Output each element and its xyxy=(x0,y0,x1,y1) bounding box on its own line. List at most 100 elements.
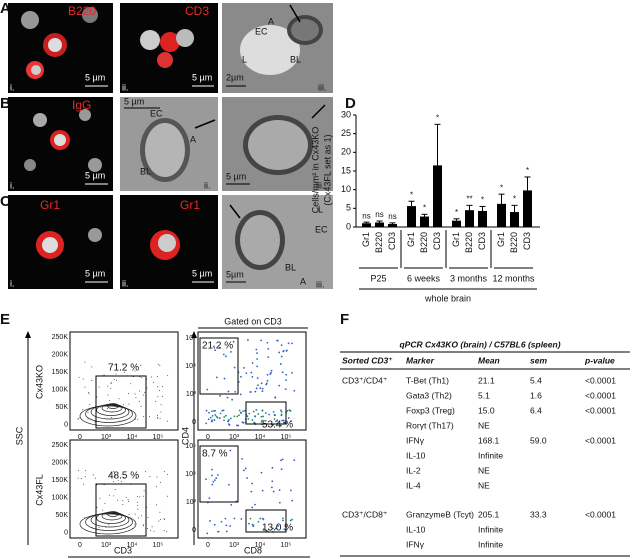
event xyxy=(289,410,292,412)
event xyxy=(260,382,263,385)
table-cell: <0.0001 xyxy=(585,509,616,519)
event xyxy=(113,495,115,497)
event xyxy=(80,477,82,479)
table-cell: 21.1 xyxy=(478,375,495,385)
event xyxy=(228,418,230,421)
event xyxy=(260,471,263,474)
event xyxy=(102,509,104,511)
event xyxy=(109,474,111,476)
arrowhead xyxy=(25,331,31,338)
group-label: 6 weeks xyxy=(407,273,441,283)
event xyxy=(98,526,100,528)
event xyxy=(281,419,283,422)
event xyxy=(215,376,218,379)
event xyxy=(134,370,136,372)
contour xyxy=(85,513,133,531)
significance: * xyxy=(500,183,503,192)
bar xyxy=(497,203,506,227)
event xyxy=(214,414,217,416)
event xyxy=(78,376,80,378)
event xyxy=(247,418,250,420)
event xyxy=(96,396,98,398)
scale-label: 2µm xyxy=(226,72,244,82)
event xyxy=(232,340,235,343)
table-cell: GranzymeB (Tcyt) xyxy=(406,509,474,519)
gate xyxy=(199,337,239,395)
image-index: ii. xyxy=(122,278,129,288)
y-tick-label: 0 xyxy=(192,419,196,426)
event xyxy=(211,483,214,486)
event xyxy=(242,410,244,413)
table-cell: 5.4 xyxy=(530,375,542,385)
x-tick-label: Gr1 xyxy=(451,232,461,247)
group-label: whole brain xyxy=(424,293,471,303)
x-tick-label: 10⁴ xyxy=(127,434,138,441)
event xyxy=(283,528,286,531)
event xyxy=(280,459,282,462)
event xyxy=(159,511,161,513)
y-tick-label: 10⁴ xyxy=(185,363,196,370)
event xyxy=(149,415,151,417)
event xyxy=(215,477,218,479)
event xyxy=(227,420,229,423)
event xyxy=(144,391,146,393)
y-axis-label: (Cx43FL set as 1) xyxy=(322,134,332,205)
event xyxy=(160,404,162,406)
event xyxy=(82,378,84,380)
event xyxy=(128,514,130,516)
event xyxy=(244,409,246,412)
event xyxy=(290,420,293,423)
em-label: A xyxy=(190,134,196,144)
event xyxy=(114,488,116,490)
event xyxy=(141,377,143,379)
event xyxy=(162,386,164,388)
image-index: i. xyxy=(10,82,15,92)
event xyxy=(113,470,115,472)
genotype-label: Cx43FL xyxy=(34,474,44,506)
x-tick-label: 0 xyxy=(206,542,210,549)
table-cell: 6.4 xyxy=(530,405,542,415)
event xyxy=(85,470,87,472)
event xyxy=(89,404,91,406)
event xyxy=(213,419,216,421)
x-tick-label: B220 xyxy=(419,232,429,253)
y-tick-label: 10⁴ xyxy=(185,471,196,478)
event xyxy=(122,504,124,506)
event xyxy=(280,414,283,417)
event xyxy=(282,349,285,352)
event xyxy=(234,390,237,393)
event xyxy=(147,516,149,518)
event xyxy=(94,421,96,423)
table-cell: IL-10 xyxy=(406,450,426,460)
event xyxy=(166,531,168,533)
event xyxy=(159,417,161,419)
event xyxy=(250,371,253,374)
event xyxy=(251,506,254,509)
x-tick-label: 10⁴ xyxy=(255,542,266,549)
event xyxy=(220,520,223,523)
event xyxy=(107,385,109,387)
event xyxy=(256,358,259,360)
event xyxy=(259,387,262,390)
x-tick-label: CD3 xyxy=(387,232,397,250)
event xyxy=(219,346,221,349)
event xyxy=(125,496,127,498)
event xyxy=(266,341,269,344)
scale-label: 5 µm xyxy=(124,96,144,106)
table-cell: NE xyxy=(478,465,490,475)
event xyxy=(134,418,136,420)
event xyxy=(123,477,125,479)
y-tick-label: 100K xyxy=(52,494,69,501)
event xyxy=(281,371,284,374)
significance: * xyxy=(436,113,439,122)
event xyxy=(137,508,139,510)
event xyxy=(139,376,141,378)
y-axis-label: CD4 xyxy=(180,427,190,445)
em-label: BL xyxy=(285,262,296,272)
event xyxy=(149,475,151,477)
plot-frame xyxy=(197,439,307,539)
y-tick-label: 10 xyxy=(341,184,351,194)
event xyxy=(116,522,118,524)
y-tick-label: 250K xyxy=(52,334,69,341)
event xyxy=(205,422,208,425)
